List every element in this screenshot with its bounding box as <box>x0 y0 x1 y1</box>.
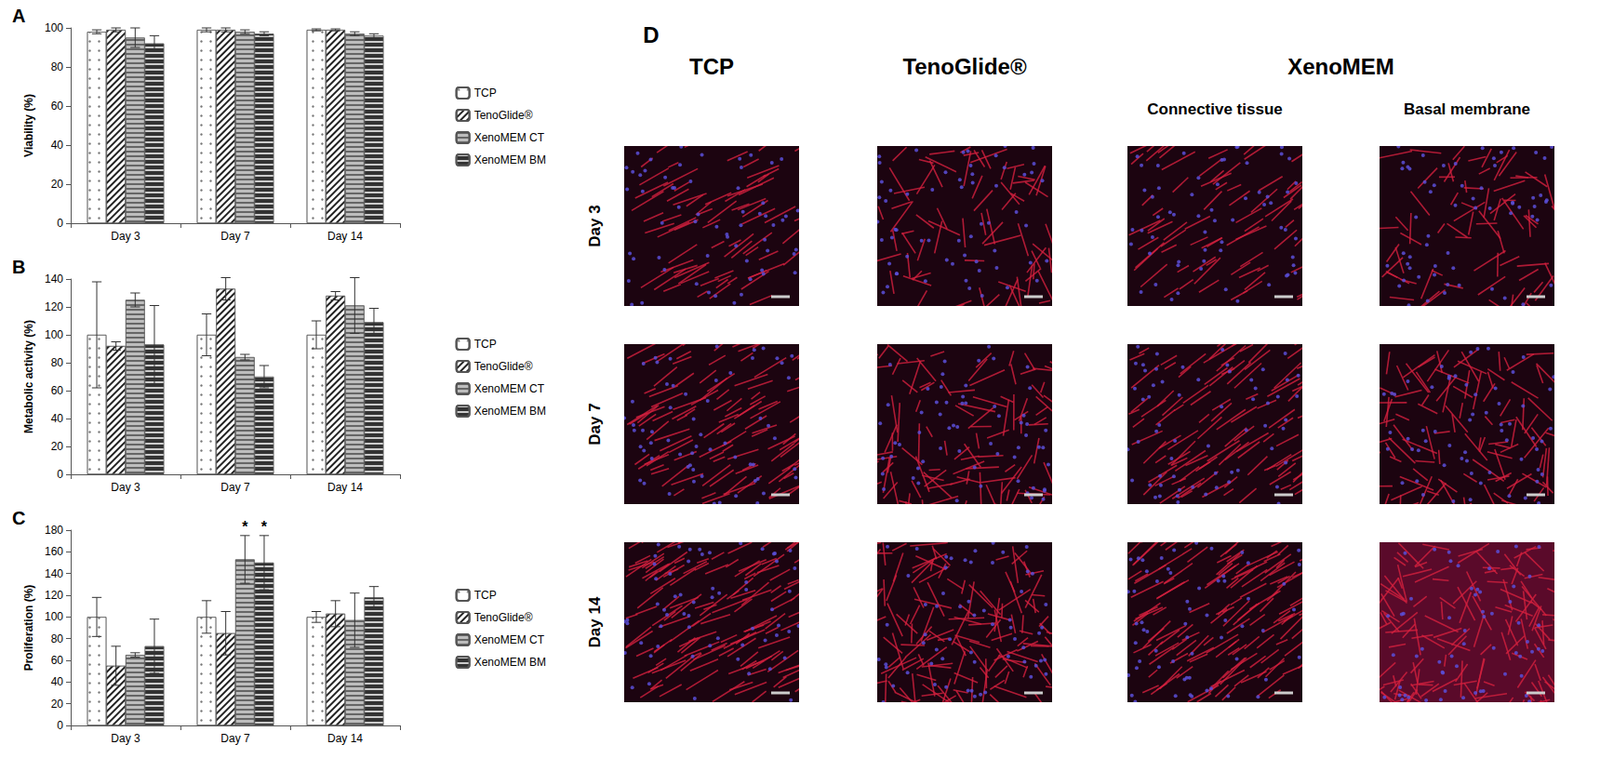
html-text:Basal membrane: Basal membrane <box>1403 100 1531 119</box>
svg-text:XenoMEM CT: XenoMEM CT <box>474 633 546 647</box>
svg-text:Day 7: Day 7 <box>220 732 251 746</box>
svg-text:0: 0 <box>56 719 64 733</box>
svg-text:*: * <box>261 519 268 535</box>
svg-text:Day 14: Day 14 <box>327 480 363 494</box>
svg-text:60: 60 <box>51 99 65 113</box>
svg-text:120: 120 <box>44 300 64 314</box>
svg-text:TenoGlide®: TenoGlide® <box>474 360 534 374</box>
svg-text:40: 40 <box>51 412 65 426</box>
html-text:Day 14: Day 14 <box>586 596 604 648</box>
svg-text:40: 40 <box>51 138 65 152</box>
svg-text:XenoMEM CT: XenoMEM CT <box>474 131 546 145</box>
svg-text:TenoGlide®: TenoGlide® <box>474 108 534 122</box>
svg-text:180: 180 <box>44 523 64 537</box>
html-text:TCP: TCP <box>689 53 734 80</box>
svg-text:120: 120 <box>44 588 64 602</box>
html-text:Day 7: Day 7 <box>586 403 604 446</box>
svg-text:Day 7: Day 7 <box>220 229 251 243</box>
svg-text:20: 20 <box>51 440 65 454</box>
svg-text:Day 3: Day 3 <box>110 480 141 494</box>
svg-text:140: 140 <box>44 272 64 286</box>
svg-text:140: 140 <box>44 567 64 581</box>
svg-text:B: B <box>12 256 26 278</box>
svg-text:Day 7: Day 7 <box>220 480 251 494</box>
svg-text:TenoGlide®: TenoGlide® <box>474 611 534 625</box>
svg-text:40: 40 <box>51 675 65 689</box>
svg-text:100: 100 <box>44 328 64 342</box>
svg-text:TCP: TCP <box>474 588 497 602</box>
svg-text:100: 100 <box>44 610 64 624</box>
svg-text:160: 160 <box>44 545 64 559</box>
svg-text:60: 60 <box>51 653 65 667</box>
svg-text:80: 80 <box>51 356 65 370</box>
svg-text:20: 20 <box>51 697 65 711</box>
svg-text:Day 14: Day 14 <box>327 229 363 243</box>
svg-text:C: C <box>12 507 26 529</box>
svg-text:XenoMEM CT: XenoMEM CT <box>474 382 546 396</box>
svg-text:60: 60 <box>51 384 65 398</box>
svg-text:A: A <box>12 5 26 27</box>
svg-text:XenoMEM BM: XenoMEM BM <box>474 153 547 167</box>
svg-text:80: 80 <box>51 60 65 74</box>
svg-text:0: 0 <box>56 467 64 481</box>
svg-text:Day 3: Day 3 <box>110 732 141 746</box>
html-text:Connective tissue: Connective tissue <box>1147 100 1283 119</box>
html-text:XenoMEM: XenoMEM <box>1287 53 1395 80</box>
svg-text:Viability (%): Viability (%) <box>22 93 36 158</box>
svg-text:XenoMEM BM: XenoMEM BM <box>474 404 547 418</box>
svg-text:*: * <box>241 519 249 535</box>
svg-text:Metabolic activity (%): Metabolic activity (%) <box>22 320 36 434</box>
html-text:TenoGlide®: TenoGlide® <box>902 53 1027 80</box>
svg-text:Proliferation (%): Proliferation (%) <box>22 585 36 672</box>
svg-text:80: 80 <box>51 632 65 646</box>
svg-text:20: 20 <box>51 177 65 191</box>
html-text:Day 3: Day 3 <box>586 204 604 248</box>
svg-text:TCP: TCP <box>474 86 497 100</box>
svg-text:Day 3: Day 3 <box>110 229 141 243</box>
svg-text:100: 100 <box>44 21 64 35</box>
svg-text:Day 14: Day 14 <box>327 732 363 746</box>
svg-text:0: 0 <box>56 216 64 230</box>
html-text:D: D <box>643 22 660 48</box>
svg-text:XenoMEM BM: XenoMEM BM <box>474 655 547 669</box>
svg-text:TCP: TCP <box>474 337 497 351</box>
